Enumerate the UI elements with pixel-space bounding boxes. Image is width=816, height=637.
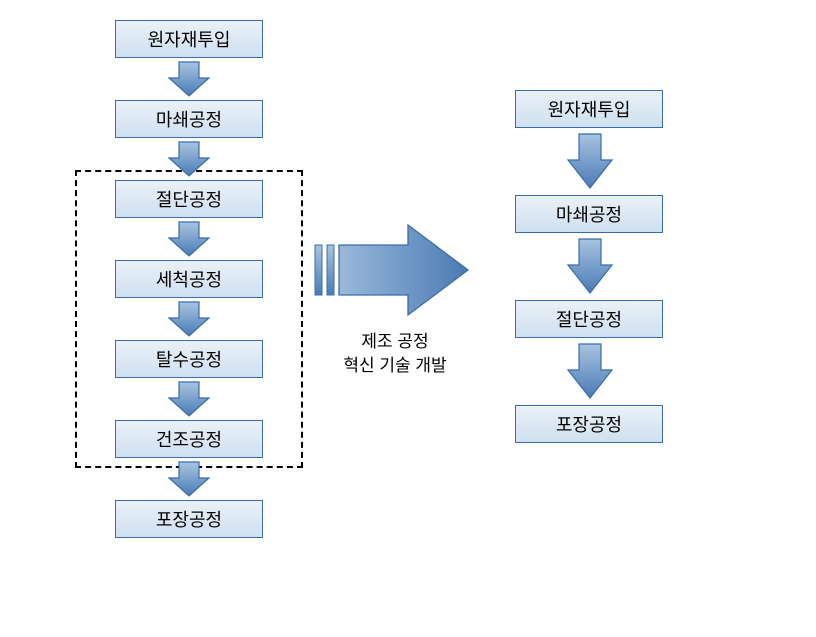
center-caption-line2: 혁신 기술 개발 [343, 356, 446, 375]
left-box-5-label: 건조공정 [156, 426, 222, 452]
left-box-3-label: 세척공정 [156, 266, 222, 292]
right-box-2-label: 절단공정 [556, 306, 622, 332]
left-box-5: 건조공정 [115, 420, 263, 458]
right-arrow-1 [566, 237, 614, 295]
left-box-2-label: 절단공정 [156, 186, 222, 212]
left-box-1-label: 마쇄공정 [156, 106, 222, 132]
left-arrow-0 [167, 60, 211, 98]
left-box-1: 마쇄공정 [115, 100, 263, 138]
left-arrow-2 [167, 220, 211, 258]
right-arrow-0 [566, 132, 614, 190]
left-box-6: 포장공정 [115, 500, 263, 538]
left-box-6-label: 포장공정 [156, 506, 222, 532]
right-box-3-label: 포장공정 [556, 411, 622, 437]
center-caption: 제조 공정 혁신 기술 개발 [320, 330, 470, 378]
big-arrow-icon [313, 220, 473, 320]
left-box-4-label: 탈수공정 [156, 346, 222, 372]
left-box-3: 세척공정 [115, 260, 263, 298]
left-arrow-4 [167, 380, 211, 418]
right-box-0-label: 원자재투입 [548, 96, 631, 122]
left-box-2: 절단공정 [115, 180, 263, 218]
right-box-0: 원자재투입 [515, 90, 663, 128]
flowchart-container: 원자재투입 마쇄공정 절단공정 세척공정 탈수공정 건조공정 포장공정 원자재투… [20, 20, 796, 620]
left-arrow-1 [167, 140, 211, 178]
left-box-0: 원자재투입 [115, 20, 263, 58]
left-box-0-label: 원자재투입 [148, 26, 231, 52]
right-box-1: 마쇄공정 [515, 195, 663, 233]
left-arrow-3 [167, 300, 211, 338]
right-arrow-2 [566, 342, 614, 400]
left-arrow-5 [167, 460, 211, 498]
left-box-4: 탈수공정 [115, 340, 263, 378]
right-box-3: 포장공정 [515, 405, 663, 443]
right-box-2: 절단공정 [515, 300, 663, 338]
center-caption-line1: 제조 공정 [361, 332, 428, 351]
right-box-1-label: 마쇄공정 [556, 201, 622, 227]
